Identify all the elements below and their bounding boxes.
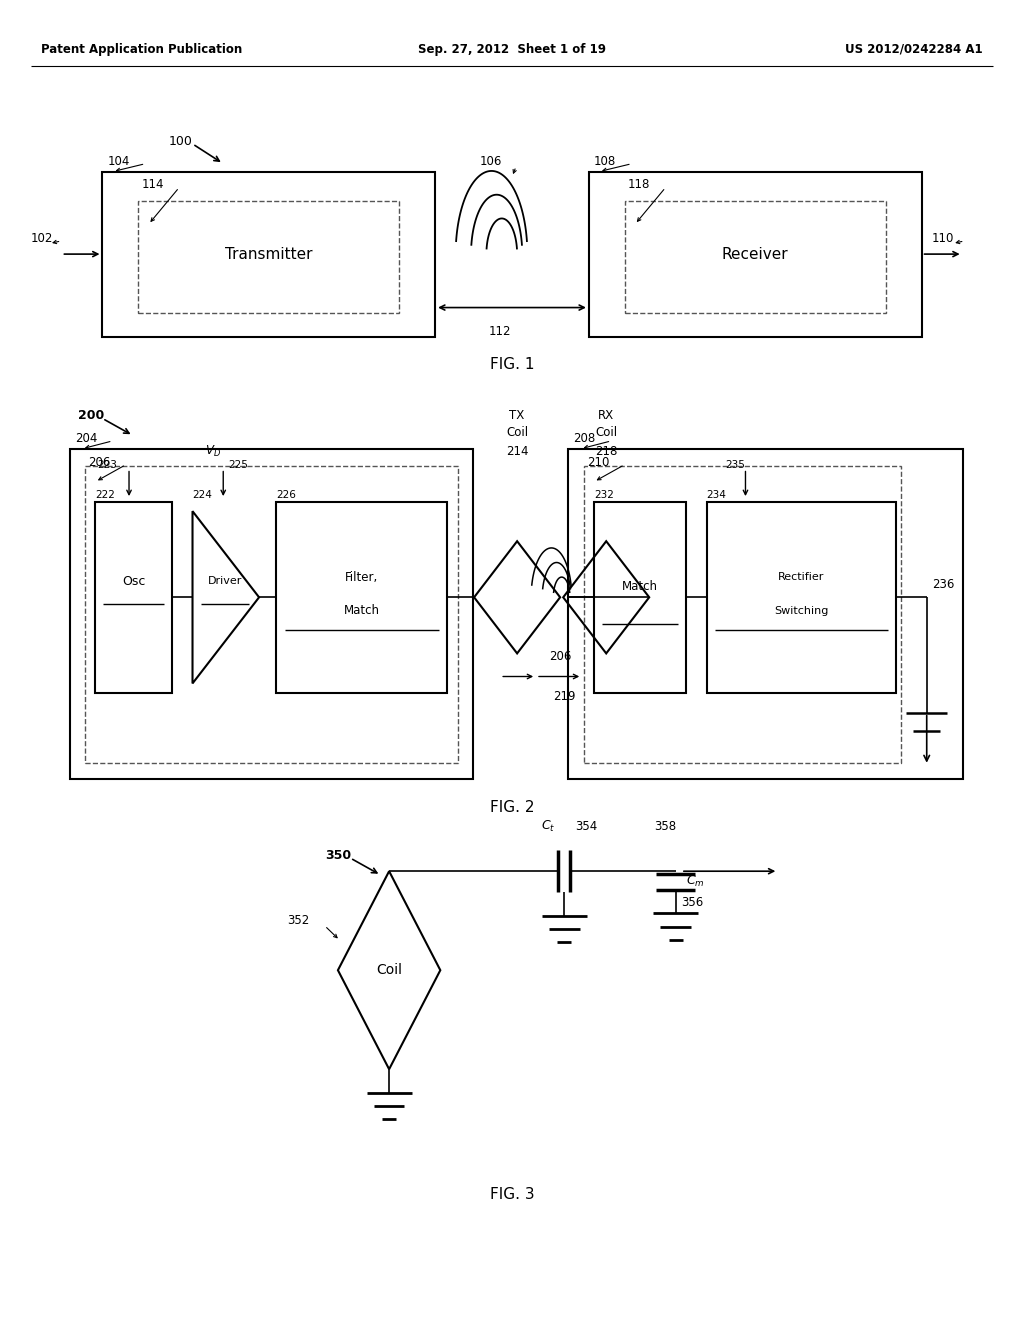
Text: FIG. 2: FIG. 2	[489, 800, 535, 816]
Text: 206: 206	[88, 455, 111, 469]
Text: 100: 100	[169, 135, 193, 148]
Text: US 2012/0242284 A1: US 2012/0242284 A1	[846, 44, 983, 55]
Text: Driver: Driver	[208, 577, 243, 586]
Bar	[95, 502, 172, 693]
Text: 354: 354	[575, 820, 598, 833]
Bar	[589, 172, 922, 337]
Text: Osc: Osc	[122, 576, 145, 587]
Text: 118: 118	[628, 178, 650, 191]
Text: 210: 210	[587, 455, 609, 469]
Text: Match: Match	[344, 605, 380, 616]
Bar	[568, 449, 963, 779]
Bar	[594, 502, 686, 693]
Text: 112: 112	[488, 325, 511, 338]
Text: 104: 104	[108, 154, 130, 168]
Bar	[70, 449, 473, 779]
Bar	[707, 502, 896, 693]
Text: Transmitter: Transmitter	[225, 247, 312, 261]
Text: Receiver: Receiver	[722, 247, 788, 261]
Bar	[85, 466, 458, 763]
Text: 222: 222	[95, 490, 115, 500]
Bar	[584, 466, 901, 763]
Text: 225: 225	[228, 459, 248, 470]
Text: 108: 108	[594, 154, 616, 168]
Text: 102: 102	[31, 232, 53, 244]
Text: 358: 358	[654, 820, 677, 833]
Text: 232: 232	[594, 490, 613, 500]
Text: 236: 236	[932, 578, 954, 590]
Text: Match: Match	[622, 581, 658, 593]
Text: 110: 110	[932, 232, 954, 244]
Text: 218: 218	[595, 445, 617, 458]
Text: 106: 106	[479, 154, 502, 168]
Bar	[138, 201, 399, 313]
Text: 204: 204	[75, 432, 97, 445]
Text: 214: 214	[506, 445, 528, 458]
Text: 235: 235	[725, 459, 744, 470]
Text: $C_m$: $C_m$	[686, 874, 705, 890]
Bar	[276, 502, 447, 693]
Text: 208: 208	[573, 432, 596, 445]
Text: Patent Application Publication: Patent Application Publication	[41, 44, 243, 55]
Text: Coil: Coil	[376, 964, 402, 977]
Text: 219: 219	[553, 690, 575, 702]
Text: Sep. 27, 2012  Sheet 1 of 19: Sep. 27, 2012 Sheet 1 of 19	[418, 44, 606, 55]
Text: $C_t$: $C_t$	[541, 818, 555, 834]
Text: 114: 114	[141, 178, 164, 191]
Text: 350: 350	[326, 849, 352, 862]
Text: 234: 234	[707, 490, 726, 500]
Text: 226: 226	[276, 490, 296, 500]
Text: Rectifier: Rectifier	[778, 573, 824, 582]
Text: FIG. 3: FIG. 3	[489, 1187, 535, 1203]
Text: 223: 223	[97, 459, 117, 470]
Text: RX: RX	[598, 409, 614, 422]
Bar	[625, 201, 886, 313]
Text: Coil: Coil	[595, 426, 617, 440]
Text: FIG. 1: FIG. 1	[489, 356, 535, 372]
Text: 356: 356	[681, 896, 703, 909]
Text: 352: 352	[287, 915, 309, 927]
Text: TX: TX	[510, 409, 524, 422]
Text: Filter,: Filter,	[345, 572, 379, 583]
Text: 224: 224	[193, 490, 212, 500]
Text: 200: 200	[78, 409, 104, 422]
Text: Coil: Coil	[506, 426, 528, 440]
Bar	[102, 172, 435, 337]
Text: $V_D$: $V_D$	[205, 444, 221, 459]
Text: Switching: Switching	[774, 606, 828, 615]
Text: 206: 206	[549, 651, 571, 663]
